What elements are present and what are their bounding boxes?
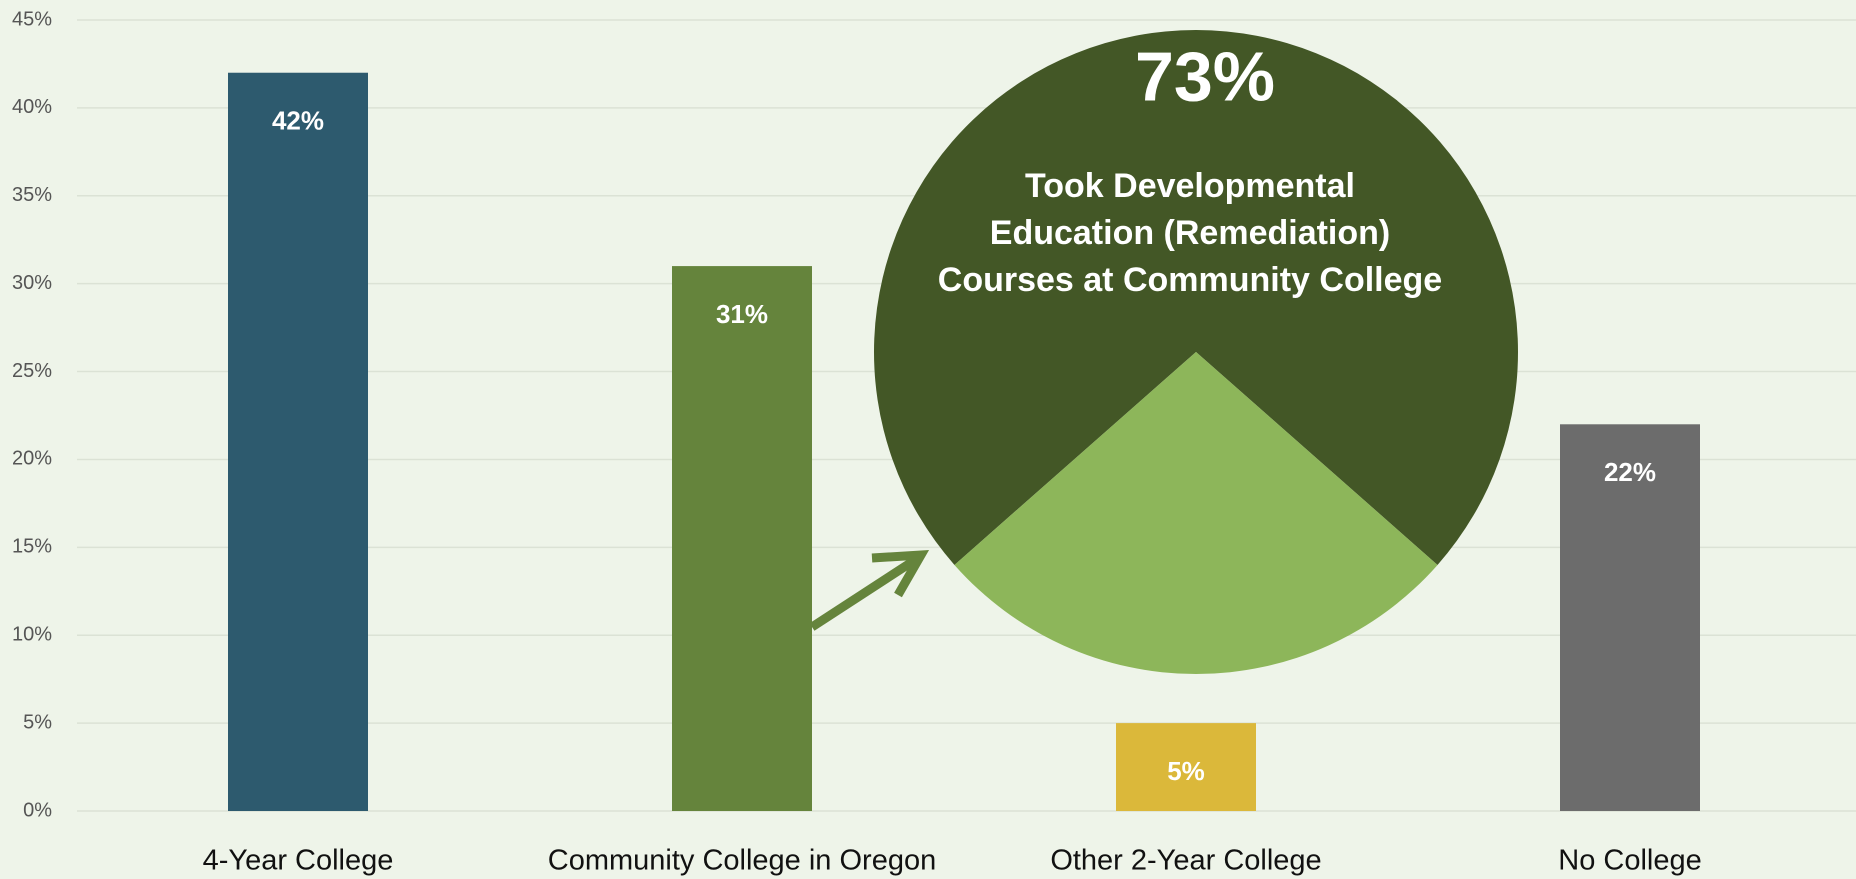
y-tick-label: 20% [12,448,52,470]
y-tick-label: 30% [12,272,52,294]
value-label: 5% [1167,756,1205,786]
bar [228,72,368,811]
y-tick-label: 25% [12,360,52,382]
pie-annotation: Education (Remediation) [990,214,1390,252]
pie-annotation: Courses at Community College [938,261,1442,299]
arrow [809,556,918,631]
value-label: 42% [272,106,324,136]
bar [1560,424,1700,811]
bar [1116,723,1256,811]
arrow-head [871,549,930,598]
bars: 42% 4-Year College 31% Community College in… [203,72,1702,877]
y-tick-label: 45% [12,8,52,30]
pie-annotation: Took Developmental [1025,167,1355,205]
x-tick-label: Other 2-Year College [1050,845,1321,877]
pie-value-label: 73% [1135,37,1275,115]
x-tick-label: 4-Year College [203,845,394,877]
y-tick-label: 10% [12,624,52,646]
y-tick-label: 0% [23,799,52,821]
value-label: 31% [716,299,768,329]
bar [672,266,812,812]
pie: 73% Took Developmental Education (Remediat… [873,30,1518,674]
pie-slice [954,352,1438,674]
x-tick-label: Community College in Oregon [548,845,936,877]
pie-slice [873,30,1518,565]
y-tick-label: 5% [23,711,52,733]
value-label: 22% [1604,457,1656,487]
y-tick-label: 40% [12,96,52,118]
y-tick-label: 35% [12,184,52,206]
y-tick-label: 15% [12,536,52,558]
x-tick-label: No College [1558,845,1701,877]
